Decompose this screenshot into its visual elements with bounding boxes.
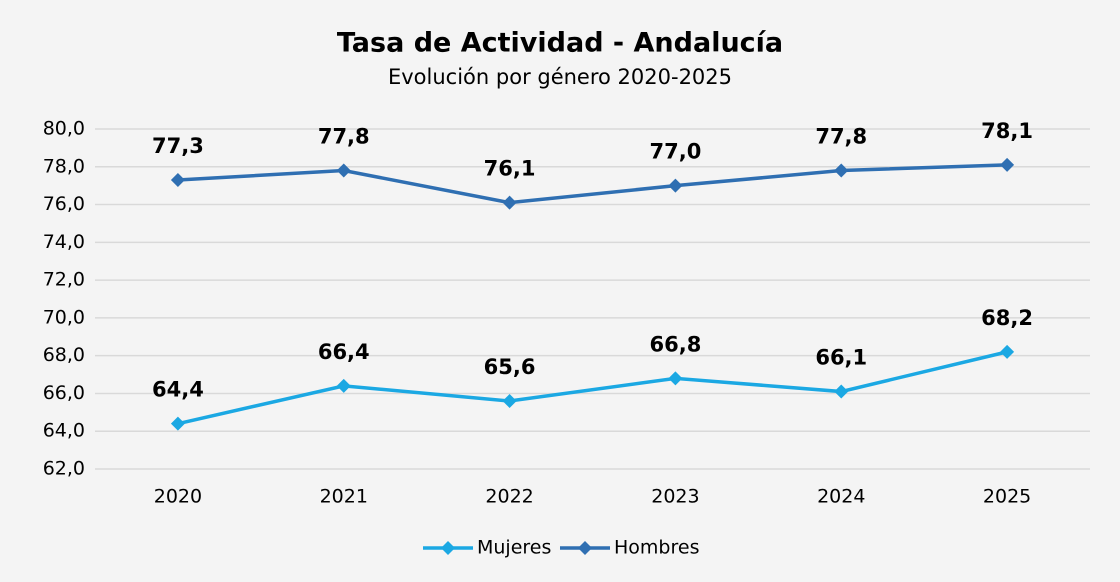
point-marker <box>336 163 351 178</box>
point-marker <box>668 371 683 386</box>
data-label: 76,1 <box>484 157 536 181</box>
data-label: 64,4 <box>152 378 204 402</box>
y-tick-label: 74,0 <box>43 231 85 253</box>
y-tick-label: 80,0 <box>43 118 85 140</box>
point-marker <box>834 384 849 399</box>
y-tick-label: 66,0 <box>43 382 85 404</box>
data-label: 66,4 <box>318 340 370 364</box>
x-tick-label: 2025 <box>983 486 1031 508</box>
legend-marker <box>578 541 592 555</box>
point-marker <box>1000 344 1015 359</box>
point-marker <box>170 173 185 187</box>
x-tick-label: 2020 <box>154 486 202 508</box>
chart-title: Tasa de Actividad - Andalucía <box>337 28 783 59</box>
x-tick-label: 2024 <box>817 486 865 508</box>
point-marker <box>834 163 849 178</box>
y-tick-label: 70,0 <box>43 306 85 328</box>
data-label: 68,2 <box>981 306 1033 330</box>
legend-label: Hombres <box>614 537 699 559</box>
y-tick-label: 64,0 <box>43 420 85 442</box>
y-tick-label: 68,0 <box>43 344 85 366</box>
data-label: 78,1 <box>981 119 1033 143</box>
data-label: 77,8 <box>318 125 370 149</box>
x-tick-label: 2022 <box>485 486 533 508</box>
y-tick-label: 76,0 <box>43 193 85 215</box>
series-line <box>177 350 1008 426</box>
chart-subtitle: Evolución por género 2020-2025 <box>388 65 732 89</box>
y-tick-label: 62,0 <box>43 458 85 480</box>
point-marker <box>502 195 517 210</box>
data-label: 77,8 <box>815 125 867 149</box>
point-marker <box>502 394 517 408</box>
data-label: 66,8 <box>650 332 702 356</box>
legend-label: Mujeres <box>477 537 551 559</box>
legend-marker <box>441 541 455 555</box>
series-line <box>177 163 1008 205</box>
x-tick-label: 2021 <box>320 486 368 508</box>
point-marker <box>170 416 185 431</box>
point-marker <box>1000 157 1015 172</box>
data-label: 65,6 <box>484 355 536 379</box>
point-marker <box>668 178 683 193</box>
y-tick-label: 78,0 <box>43 155 85 177</box>
x-tick-label: 2023 <box>651 486 699 508</box>
data-label: 77,0 <box>650 140 702 164</box>
data-label: 77,3 <box>152 134 204 158</box>
y-tick-label: 72,0 <box>43 269 85 291</box>
point-marker <box>336 378 351 393</box>
data-label: 66,1 <box>815 346 867 370</box>
